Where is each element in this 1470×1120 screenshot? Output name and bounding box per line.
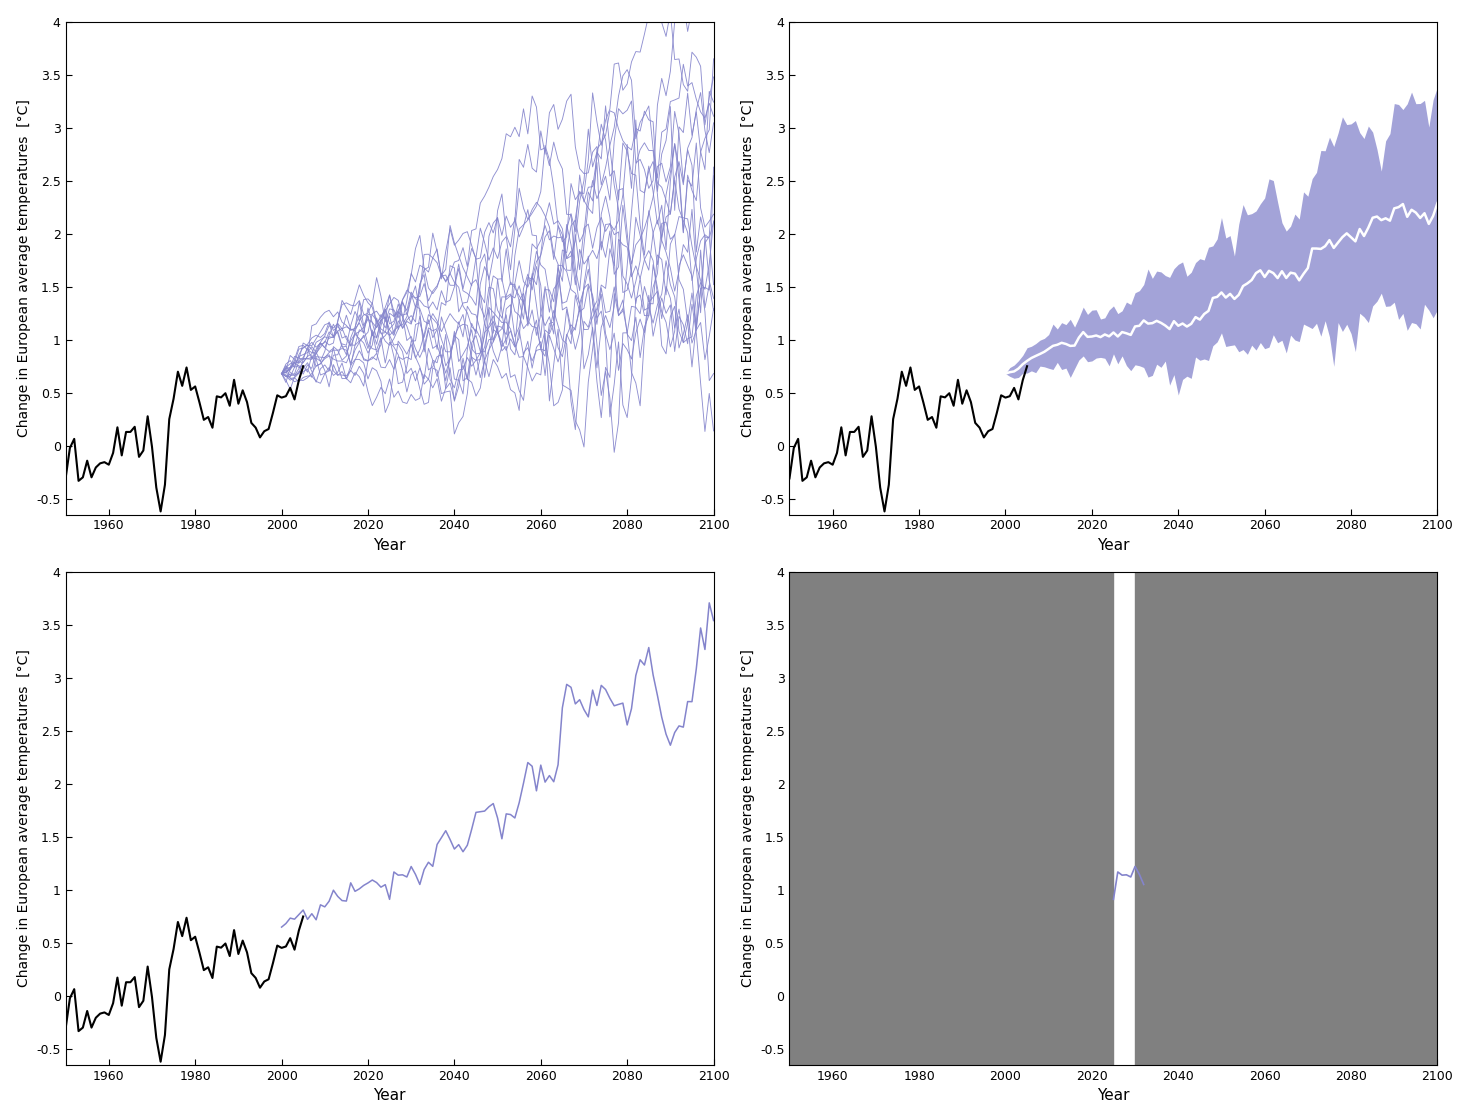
X-axis label: Year: Year xyxy=(1097,538,1130,553)
X-axis label: Year: Year xyxy=(373,1089,406,1103)
X-axis label: Year: Year xyxy=(1097,1089,1130,1103)
X-axis label: Year: Year xyxy=(373,538,406,553)
Y-axis label: Change in European average temperatures  [°C]: Change in European average temperatures … xyxy=(741,650,754,988)
Y-axis label: Change in European average temperatures  [°C]: Change in European average temperatures … xyxy=(741,100,754,437)
Y-axis label: Change in European average temperatures  [°C]: Change in European average temperatures … xyxy=(16,650,31,988)
Y-axis label: Change in European average temperatures  [°C]: Change in European average temperatures … xyxy=(16,100,31,437)
Bar xyxy=(789,572,1113,1065)
Bar xyxy=(1135,572,1438,1065)
